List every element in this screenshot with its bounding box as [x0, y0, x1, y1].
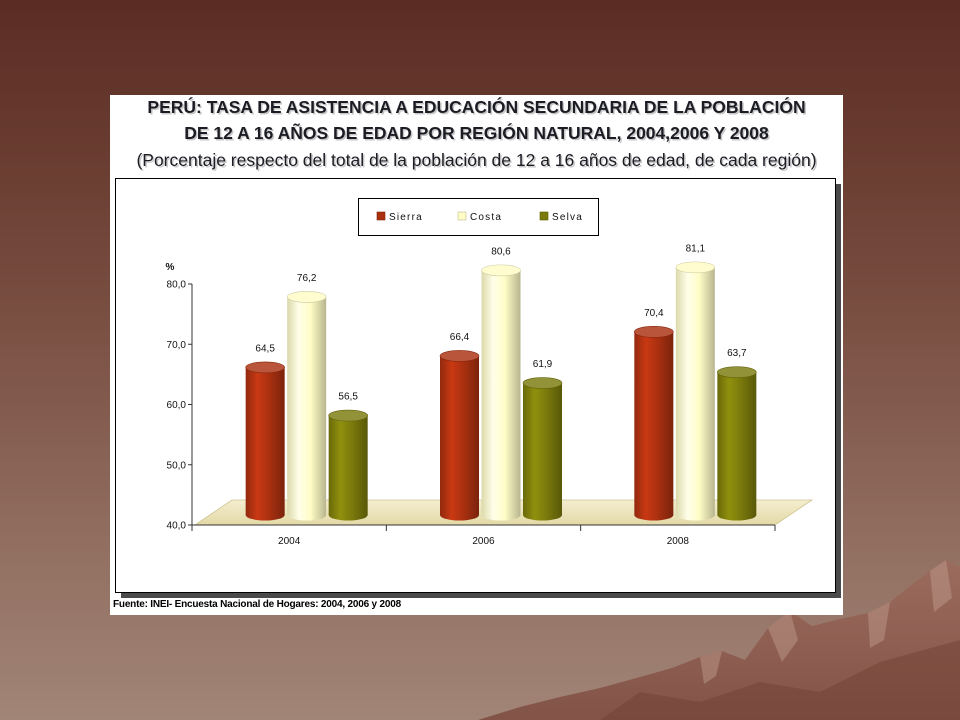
- value-label: 70,4: [644, 308, 664, 319]
- bar-top: [245, 361, 285, 374]
- y-axis-label: %: [166, 262, 175, 273]
- value-label: 80,6: [491, 246, 511, 257]
- bars: [245, 261, 757, 521]
- bar-top: [439, 350, 480, 362]
- bar-sierra-2006: [439, 350, 480, 521]
- bar-top: [717, 366, 757, 379]
- bar-body: [287, 296, 327, 515]
- legend-box: [358, 198, 599, 236]
- bar-body: [481, 270, 521, 515]
- y-tick-label: 80,0: [167, 280, 187, 291]
- bar-top: [675, 261, 716, 274]
- x-tick-label: 2008: [667, 536, 690, 547]
- bar-body: [440, 355, 479, 515]
- bar-body: [675, 267, 715, 515]
- legend-label-selva: Selva: [552, 212, 583, 223]
- y-tick-label: 50,0: [167, 460, 187, 471]
- bar-body: [634, 331, 674, 515]
- source-note: Fuente: INEI- Encuesta Nacional de Hogar…: [113, 599, 401, 610]
- bar-body: [328, 415, 368, 515]
- chart-subtitle: (Porcentaje respecto del total de la pob…: [136, 150, 817, 170]
- legend-swatch-costa: [457, 211, 467, 221]
- value-label: 61,9: [533, 359, 553, 370]
- y-ticks: 40,0 50,0 60,0 70,0 80,0: [167, 280, 192, 532]
- bar-costa-2004: [286, 291, 327, 521]
- bar-body: [245, 367, 285, 515]
- bar-selva-2006: [522, 377, 563, 521]
- bar-costa-2008: [675, 261, 716, 521]
- x-ticks: 2004 2006 2008: [191, 525, 776, 547]
- value-label: 66,4: [450, 332, 470, 343]
- value-label: 81,1: [686, 243, 706, 254]
- x-tick-label: 2004: [278, 536, 301, 547]
- bar-top: [328, 409, 368, 422]
- chart: Sierra Costa Selva % 40,0 50,0 60,0 70,0 80,…: [115, 178, 841, 598]
- y-tick-label: 70,0: [167, 340, 187, 351]
- mountain-shadows: [600, 640, 960, 720]
- legend-swatch-selva: [539, 211, 549, 221]
- bar-sierra-2008: [634, 326, 674, 521]
- y-tick-label: 60,0: [167, 400, 187, 411]
- legend: Sierra Costa Selva: [358, 198, 599, 236]
- bar-body: [523, 383, 562, 515]
- bar-selva-2008: [717, 366, 757, 521]
- chart-panel: Sierra Costa Selva % 40,0 50,0 60,0 70,0 80,…: [110, 95, 843, 615]
- value-label: 76,2: [297, 273, 317, 284]
- bar-selva-2004: [328, 409, 368, 521]
- bar-top: [286, 291, 327, 303]
- x-tick-label: 2006: [472, 536, 495, 547]
- value-labels: 64,5 76,2 56,5 66,4 80,6 61,9 70,4 81,1 63,7: [255, 243, 747, 402]
- y-tick-label: 40,0: [167, 521, 187, 532]
- chart-title-line-1: PERÚ: TASA DE ASISTENCIA A EDUCACIÓN SEC…: [147, 97, 806, 117]
- bar-costa-2006: [481, 264, 521, 521]
- bar-top: [634, 326, 674, 338]
- bar-top: [522, 377, 563, 389]
- legend-label-sierra: Sierra: [389, 212, 423, 223]
- bar-sierra-2004: [245, 361, 285, 521]
- value-label: 56,5: [338, 392, 358, 403]
- value-label: 64,5: [255, 343, 275, 354]
- legend-label-costa: Costa: [470, 212, 502, 223]
- bar-body: [717, 372, 757, 515]
- mountain-silhouette: [478, 560, 960, 720]
- chart-title-line-2: DE 12 A 16 AÑOS DE EDAD POR REGIÓN NATUR…: [184, 123, 769, 143]
- bar-top: [481, 264, 521, 277]
- legend-swatch-sierra: [376, 211, 386, 221]
- value-label: 63,7: [727, 348, 747, 359]
